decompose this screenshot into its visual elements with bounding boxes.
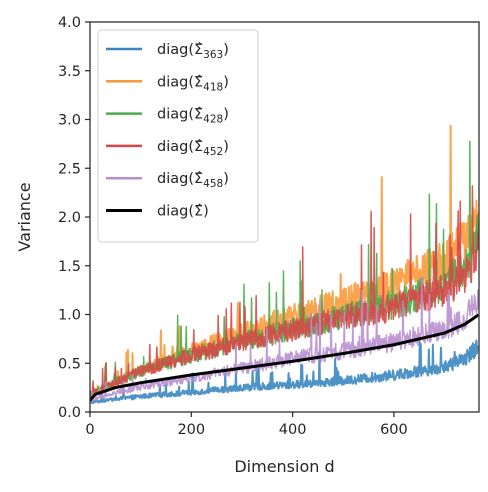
legend-entry-418: diag(Σ̂418) — [157, 74, 229, 93]
y-tick-label: 1.5 — [58, 259, 81, 275]
y-tick-label: 4.0 — [58, 15, 81, 31]
x-tick-label: 600 — [380, 422, 408, 438]
x-axis: 0 200 400 600 — [85, 412, 408, 438]
x-tick-label: 0 — [85, 422, 94, 438]
x-tick-label: 200 — [177, 422, 205, 438]
y-axis: 0.0 0.5 1.0 1.5 2.0 2.5 3.0 3.5 4.0 — [58, 15, 90, 421]
series-line-452 — [90, 185, 479, 397]
legend-entry-428: diag(Σ̂428) — [157, 107, 229, 126]
legend: diag(Σ̂363) diag(Σ̂418) diag(Σ̂428) diag(Σ̂… — [97, 29, 259, 243]
y-axis-label: Variance — [15, 182, 34, 251]
y-tick-label: 0.0 — [58, 405, 81, 421]
legend-entry-mean: diag(Σ̂) — [157, 204, 209, 220]
y-tick-label: 0.5 — [58, 356, 81, 372]
y-tick-label: 2.5 — [58, 161, 81, 177]
mean-variance-line — [90, 313, 479, 402]
legend-entry-458: diag(Σ̂458) — [157, 171, 229, 190]
legend-entry-363: diag(Σ̂363) — [157, 42, 229, 61]
y-tick-label: 3.5 — [58, 64, 81, 80]
y-tick-label: 2.0 — [58, 210, 81, 226]
series-line-363 — [90, 339, 479, 405]
legend-entry-452: diag(Σ̂452) — [157, 139, 229, 158]
y-tick-label: 3.0 — [58, 113, 81, 129]
y-tick-label: 1.0 — [58, 308, 81, 324]
legend-box — [97, 29, 259, 243]
x-axis-label: Dimension d — [234, 457, 334, 476]
x-tick-label: 400 — [279, 422, 307, 438]
series-layer — [90, 124, 479, 405]
